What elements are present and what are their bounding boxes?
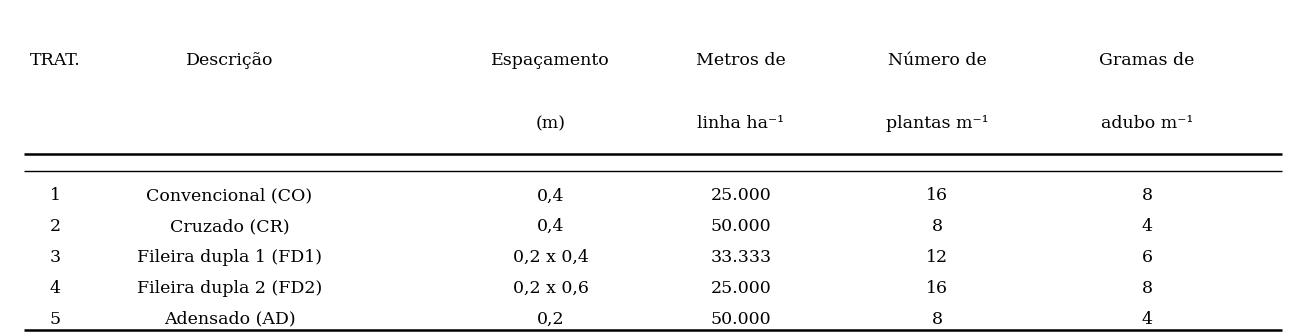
Text: 8: 8: [932, 218, 943, 235]
Text: 5: 5: [50, 311, 60, 328]
Text: Fileira dupla 2 (FD2): Fileira dupla 2 (FD2): [136, 280, 323, 297]
Text: plantas m⁻¹: plantas m⁻¹: [886, 116, 988, 132]
Text: 25.000: 25.000: [711, 280, 771, 297]
Text: TRAT.: TRAT.: [30, 52, 80, 69]
Text: Fileira dupla 1 (FD1): Fileira dupla 1 (FD1): [136, 249, 323, 266]
Text: 33.333: 33.333: [711, 249, 771, 266]
Text: Número de: Número de: [888, 52, 987, 69]
Text: (m): (m): [536, 116, 565, 132]
Text: Metros de: Metros de: [696, 52, 785, 69]
Text: Convencional (CO): Convencional (CO): [147, 188, 312, 204]
Text: Descrição: Descrição: [186, 52, 273, 69]
Text: adubo m⁻¹: adubo m⁻¹: [1101, 116, 1193, 132]
Text: 8: 8: [932, 311, 943, 328]
Text: 0,4: 0,4: [538, 218, 564, 235]
Text: 50.000: 50.000: [711, 218, 771, 235]
Text: 0,2 x 0,4: 0,2 x 0,4: [513, 249, 589, 266]
Text: Adensado (AD): Adensado (AD): [164, 311, 295, 328]
Text: 4: 4: [1142, 311, 1152, 328]
Text: linha ha⁻¹: linha ha⁻¹: [697, 116, 784, 132]
Text: 50.000: 50.000: [711, 311, 771, 328]
Text: 3: 3: [50, 249, 60, 266]
Text: 0,2 x 0,6: 0,2 x 0,6: [513, 280, 589, 297]
Text: Gramas de: Gramas de: [1100, 52, 1194, 69]
Text: 0,4: 0,4: [538, 188, 564, 204]
Text: 8: 8: [1142, 280, 1152, 297]
Text: 4: 4: [1142, 218, 1152, 235]
Text: Espaçamento: Espaçamento: [492, 52, 610, 69]
Text: 16: 16: [927, 188, 948, 204]
Text: 12: 12: [927, 249, 948, 266]
Text: 0,2: 0,2: [536, 311, 565, 328]
Text: 16: 16: [927, 280, 948, 297]
Text: 2: 2: [50, 218, 60, 235]
Text: Cruzado (CR): Cruzado (CR): [169, 218, 290, 235]
Text: 4: 4: [50, 280, 60, 297]
Text: 6: 6: [1142, 249, 1152, 266]
Text: 8: 8: [1142, 188, 1152, 204]
Text: 25.000: 25.000: [711, 188, 771, 204]
Text: 1: 1: [50, 188, 60, 204]
